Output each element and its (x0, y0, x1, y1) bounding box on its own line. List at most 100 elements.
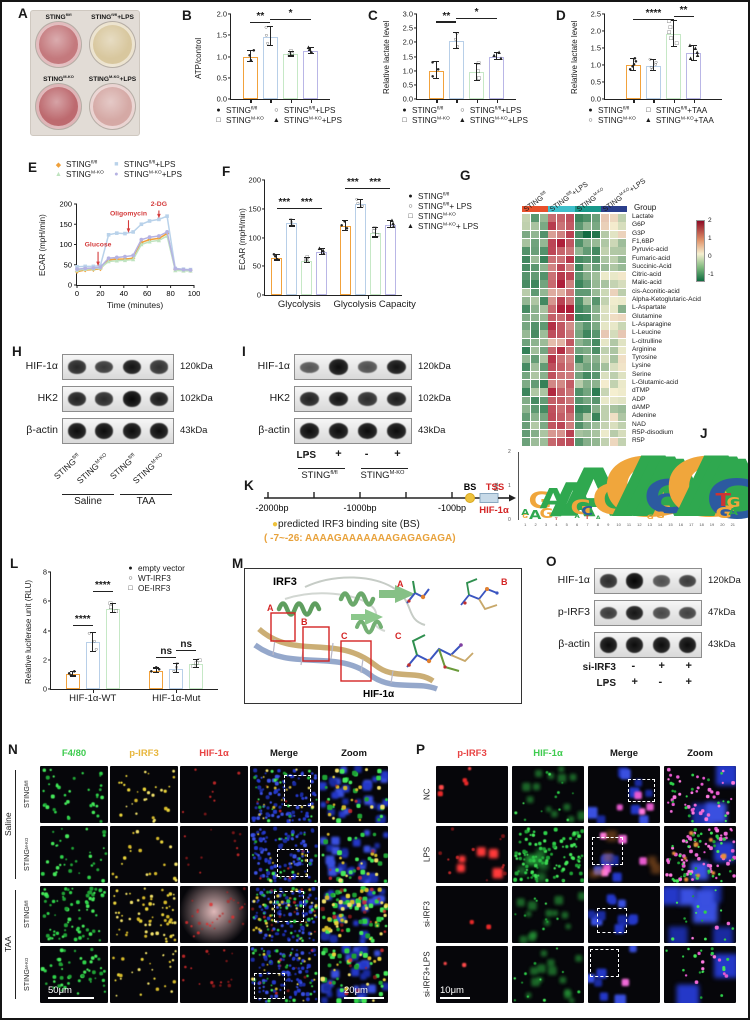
zoom-region-box (590, 949, 619, 977)
heatmap-cell (609, 380, 618, 388)
heatmap-cell (583, 380, 592, 388)
fluorescence-dots (512, 766, 513, 767)
heatmap-cell (618, 429, 627, 438)
heatmap-cell (592, 305, 601, 313)
fluorescence-dots (664, 766, 665, 767)
data-point: □ (191, 663, 196, 670)
heatmap-cell (618, 321, 627, 330)
significance-label: * (474, 7, 479, 19)
heatmap-cell (539, 313, 548, 322)
data-point: ▲ (388, 218, 395, 225)
ecar-bar-ylabel: ECAR (mpH/min) (238, 208, 247, 270)
legend-marker: ● (402, 107, 407, 114)
heatmap-row-label: Lysine (632, 362, 651, 370)
heatmap-cell (565, 346, 574, 355)
blot-protein-label: HIF-1α (557, 574, 590, 586)
promoter-diagram: -2000bp -1000bp -100bp BS TSS HIF-1α (255, 482, 516, 516)
data-point: ● (157, 667, 162, 674)
heatmap-cell (618, 230, 627, 239)
error-cap (357, 199, 364, 201)
error-cap (318, 253, 325, 255)
y-tick-label: 150 (248, 204, 261, 214)
data-point: □ (304, 259, 309, 266)
y-tick-label: 1.5 (590, 43, 601, 53)
heatmap-cell (600, 404, 609, 413)
protein-band (386, 359, 407, 375)
significance-label: **** (645, 8, 662, 20)
heatmap-cell (574, 313, 583, 322)
heatmap-cell (583, 313, 592, 322)
heatmap-cell (530, 355, 539, 363)
heatmap-group-strip (600, 206, 627, 212)
heatmap-row-label: L-Leucine (632, 329, 661, 337)
inset-A-box-label: A (267, 603, 274, 613)
heatmap-cell (557, 413, 566, 421)
y-tick-label: 2.0 (590, 26, 601, 36)
fluorescence-dots (110, 826, 111, 827)
logo-position-number: 14 (657, 522, 663, 527)
legend-label: WT-IRF3 (138, 574, 171, 583)
heatmap-cell (548, 305, 557, 313)
legend-label: STINGfl/fl+LPS (123, 160, 176, 169)
fluorescence-dots (588, 826, 589, 827)
error-bar (389, 221, 391, 229)
error-cap (89, 650, 96, 652)
heatmap-cell (548, 404, 557, 413)
y-tick-mark (261, 265, 265, 267)
heatmap-cell (609, 321, 618, 330)
if-tile (512, 766, 584, 823)
heatmap-cell (522, 238, 531, 247)
significance-label: ** (442, 10, 451, 22)
y-tick-label: 0.0 (590, 94, 601, 104)
panel-C-label: C (368, 8, 378, 23)
svg-text:B: B (501, 577, 508, 587)
protein-band (95, 423, 114, 439)
heatmap-cell (609, 363, 618, 372)
x-tick-mark (176, 689, 178, 693)
legend-label: STINGM-KO (226, 116, 264, 125)
legend-label: STINGM-KO (412, 116, 450, 125)
error-cap (267, 26, 274, 28)
legend-item: ● empty vector (126, 564, 185, 573)
bar (384, 224, 396, 295)
heatmap-cell (618, 371, 627, 380)
data-point: ▲ (320, 248, 327, 255)
zoom-region-box (592, 837, 623, 865)
if-column-header: Merge (270, 748, 298, 759)
data-point: ○ (355, 197, 359, 204)
fluorescence-dots (436, 766, 437, 767)
legend-D: ● STINGfl/fl □ STINGfl/fl+TAA ○ STINGM-KO ▲ STI… (586, 106, 713, 125)
x-tick-mark (436, 99, 438, 103)
significance-line (633, 19, 674, 21)
luciferase-ylabel: Relative luciferase unit (RLU) (24, 579, 33, 685)
data-point: ● (632, 61, 636, 68)
error-bar (374, 228, 376, 238)
heatmap-cell (548, 363, 557, 372)
if-tile (512, 946, 584, 1003)
svg-text:200: 200 (59, 200, 72, 209)
dish-label: STINGM-KO (43, 74, 74, 84)
logo-y-tick: 2 (508, 449, 511, 455)
heatmap-cell (548, 321, 557, 330)
data-point: ○ (94, 646, 98, 653)
y-tick-mark (413, 70, 417, 72)
protein-band (67, 423, 86, 439)
protein-band (626, 573, 644, 589)
heatmap-cell (583, 297, 592, 305)
dish-sting-mko: STINGM-KO (32, 74, 85, 135)
heatmap-cell (557, 363, 566, 372)
bar (105, 608, 120, 689)
heatmap-row-label: Tyrosine (632, 354, 657, 362)
heatmap-cell (583, 355, 592, 363)
fluorescence-dots (110, 886, 111, 887)
y-tick-mark (261, 294, 265, 296)
if-tile (512, 886, 584, 943)
category-label: Glycolysis Capacity (333, 299, 416, 310)
x-tick-mark (673, 99, 675, 103)
heatmap-cell (574, 355, 583, 363)
heatmap-cell (618, 214, 627, 222)
fluorescence-dots (250, 826, 251, 827)
significance-line (345, 188, 361, 190)
heatmap-cell (574, 222, 583, 230)
y-tick-mark (47, 571, 51, 573)
